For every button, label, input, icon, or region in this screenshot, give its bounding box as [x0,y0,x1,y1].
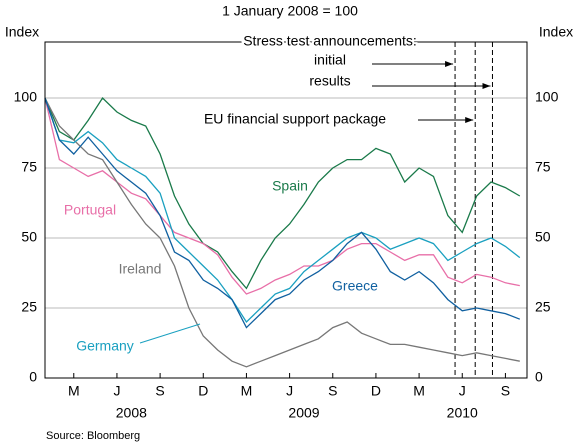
x-tick-label: J [113,383,120,399]
y-tick-label: 50 [21,229,37,245]
y2-tick-label: 50 [535,229,551,245]
x-tick-label: J [286,383,293,399]
chart-title: 1 January 2008 = 100 [222,3,358,19]
series-label: Portugal [64,202,116,218]
y2-tick-label: 0 [535,369,543,385]
series-label: Greece [332,278,378,294]
annotation: EU financial support package [204,111,386,127]
x-tick-label: D [198,383,208,399]
annotation: results [309,73,350,89]
y-tick-label: 25 [21,299,37,315]
y2-axis-label: Index [539,24,573,40]
x-tick-label: J [459,383,466,399]
series-line [44,97,520,368]
series-label: Germany [76,338,134,354]
y2-tick-label: 25 [535,299,551,315]
series-line [44,97,521,329]
annotation: Stress test announcements: [243,33,417,49]
y2-tick-label: 75 [535,159,551,175]
label-pointer [139,323,201,344]
series-line [44,96,521,290]
x-tick-label: M [241,383,253,399]
series-line [44,97,520,295]
x-tick-label: S [328,383,337,399]
x-tick-label: S [501,383,510,399]
y2-tick-label: 100 [535,89,559,105]
x-tick-label: M [413,383,425,399]
source: Source: Bloomberg [46,430,140,442]
annotation: initial [314,52,346,68]
y-tick-label: 100 [14,89,38,105]
series-label: Ireland [119,261,162,277]
year-label: 2008 [116,405,147,421]
year-label: 2010 [447,405,478,421]
x-tick-label: M [68,383,80,399]
y-axis-label: Index [5,24,39,40]
x-tick-label: S [155,383,164,399]
series-label: Spain [272,178,308,194]
y-tick-label: 75 [21,159,37,175]
x-tick-label: D [371,383,381,399]
year-label: 2009 [288,405,319,421]
y-tick-label: 0 [29,369,37,385]
frame [44,41,528,379]
series-line [44,97,521,324]
